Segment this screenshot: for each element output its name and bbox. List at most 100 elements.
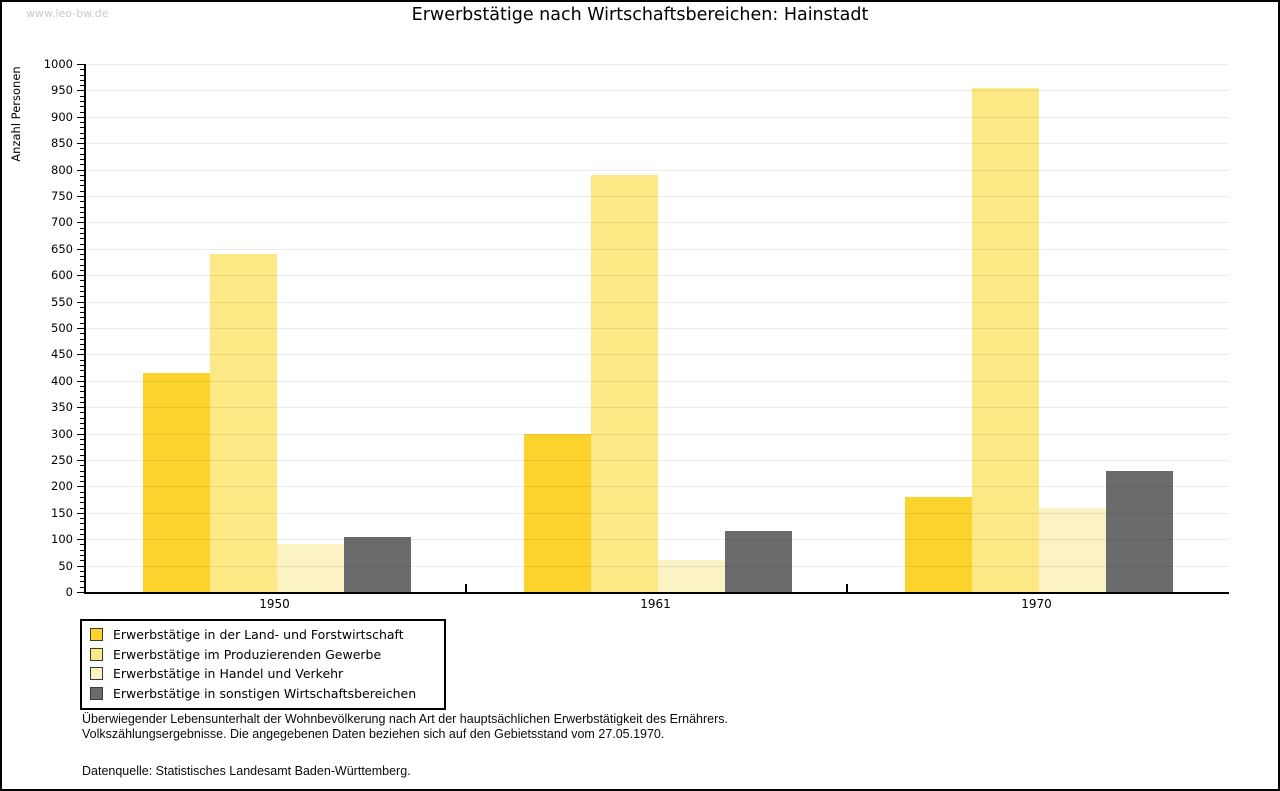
y-tick-label: 0	[65, 585, 73, 599]
bar-1961-series-2	[590, 174, 658, 592]
y-tick-label: 500	[51, 321, 73, 335]
gridline	[86, 380, 1229, 382]
y-tick	[80, 148, 84, 150]
y-tick	[80, 470, 84, 472]
y-tick	[80, 74, 84, 76]
bar-1970-series-3	[1038, 507, 1106, 592]
y-tick	[77, 90, 84, 92]
y-tick	[80, 423, 84, 425]
y-tick	[77, 354, 84, 356]
y-tick	[80, 232, 84, 234]
y-tick	[80, 528, 84, 530]
gridline	[86, 512, 1229, 514]
legend-swatch-icon	[90, 647, 103, 661]
y-tick-label: 250	[51, 453, 73, 467]
y-tick	[80, 438, 84, 440]
y-tick-label: 650	[51, 241, 73, 256]
y-tick	[77, 460, 84, 461]
x-tick-label-1961: 1961	[640, 597, 671, 611]
y-tick	[77, 592, 84, 593]
y-tick	[80, 306, 84, 308]
plot-area	[84, 64, 1229, 594]
y-tick	[80, 85, 84, 87]
y-tick	[80, 349, 84, 351]
y-tick	[80, 296, 84, 298]
y-tick	[80, 227, 84, 229]
y-tick	[80, 364, 84, 366]
y-tick	[80, 291, 84, 293]
gridline	[86, 407, 1229, 409]
y-tick	[80, 576, 84, 578]
y-tick-label: 300	[51, 426, 73, 441]
y-tick	[80, 164, 84, 166]
gridline	[86, 328, 1229, 329]
bar-1961-series-3	[657, 560, 725, 592]
y-tick	[80, 491, 84, 493]
gridline	[86, 539, 1229, 541]
legend-swatch-icon	[90, 667, 103, 681]
watermark: www.leo-bw.de	[26, 7, 109, 20]
y-tick	[77, 248, 84, 250]
y-tick	[80, 211, 84, 213]
y-tick	[80, 343, 84, 345]
y-tick	[80, 238, 84, 240]
bar-1961-series-4	[724, 531, 792, 592]
y-tick	[80, 132, 84, 134]
legend-swatch-icon	[90, 628, 103, 642]
y-tick	[80, 217, 84, 219]
y-tick	[80, 333, 84, 335]
x-tick-label-1950: 1950	[259, 597, 290, 611]
y-tick-label: 100	[51, 532, 73, 547]
y-tick	[80, 444, 84, 446]
y-tick-label: 850	[51, 136, 73, 151]
y-tick	[80, 481, 84, 483]
y-tick	[80, 317, 84, 319]
footnote-line-2: Volkszählungsergebnisse. Die angegebenen…	[82, 727, 665, 741]
y-tick	[80, 100, 84, 102]
y-tick	[77, 486, 84, 488]
gridline	[86, 460, 1229, 461]
y-tick	[80, 254, 84, 256]
gridline	[86, 169, 1229, 171]
legend-row-2: Erwerbstätige im Produzierenden Gewerbe	[90, 645, 436, 665]
gridline	[86, 433, 1229, 435]
y-tick	[80, 386, 84, 388]
y-tick	[77, 407, 84, 409]
legend-label: Erwerbstätige im Produzierenden Gewerbe	[113, 646, 382, 662]
bar-1970-series-4	[1105, 470, 1173, 592]
y-tick	[80, 544, 84, 546]
x-tick-label-1970: 1970	[1021, 597, 1052, 611]
y-tick	[77, 169, 84, 171]
y-tick	[77, 328, 84, 329]
chart-title: Erwerbstätige nach Wirtschaftsbereichen:…	[411, 5, 869, 25]
y-tick	[77, 433, 84, 435]
y-tick-label: 550	[51, 294, 73, 309]
y-tick	[80, 312, 84, 314]
y-tick	[80, 137, 84, 139]
y-tick	[80, 111, 84, 113]
y-tick	[80, 264, 84, 266]
gridline	[86, 486, 1229, 488]
y-tick	[80, 391, 84, 393]
y-tick	[80, 502, 84, 504]
legend-row-4: Erwerbstätige in sonstigen Wirtschaftsbe…	[90, 684, 436, 704]
y-tick	[77, 301, 84, 303]
y-tick	[80, 496, 84, 498]
y-tick	[77, 222, 84, 224]
y-tick	[80, 95, 84, 97]
legend-swatch-icon	[90, 686, 103, 700]
y-tick	[80, 338, 84, 340]
y-tick	[80, 174, 84, 176]
y-tick	[80, 206, 84, 208]
bar-1970-series-2	[971, 87, 1039, 592]
y-tick	[80, 555, 84, 557]
footnote-source: Datenquelle: Statistisches Landesamt Bad…	[82, 764, 411, 778]
y-tick	[77, 275, 84, 277]
gridline	[86, 275, 1229, 277]
y-tick	[80, 475, 84, 477]
y-tick	[77, 539, 84, 541]
gridline	[86, 90, 1229, 92]
y-tick	[80, 523, 84, 525]
y-tick	[80, 428, 84, 430]
